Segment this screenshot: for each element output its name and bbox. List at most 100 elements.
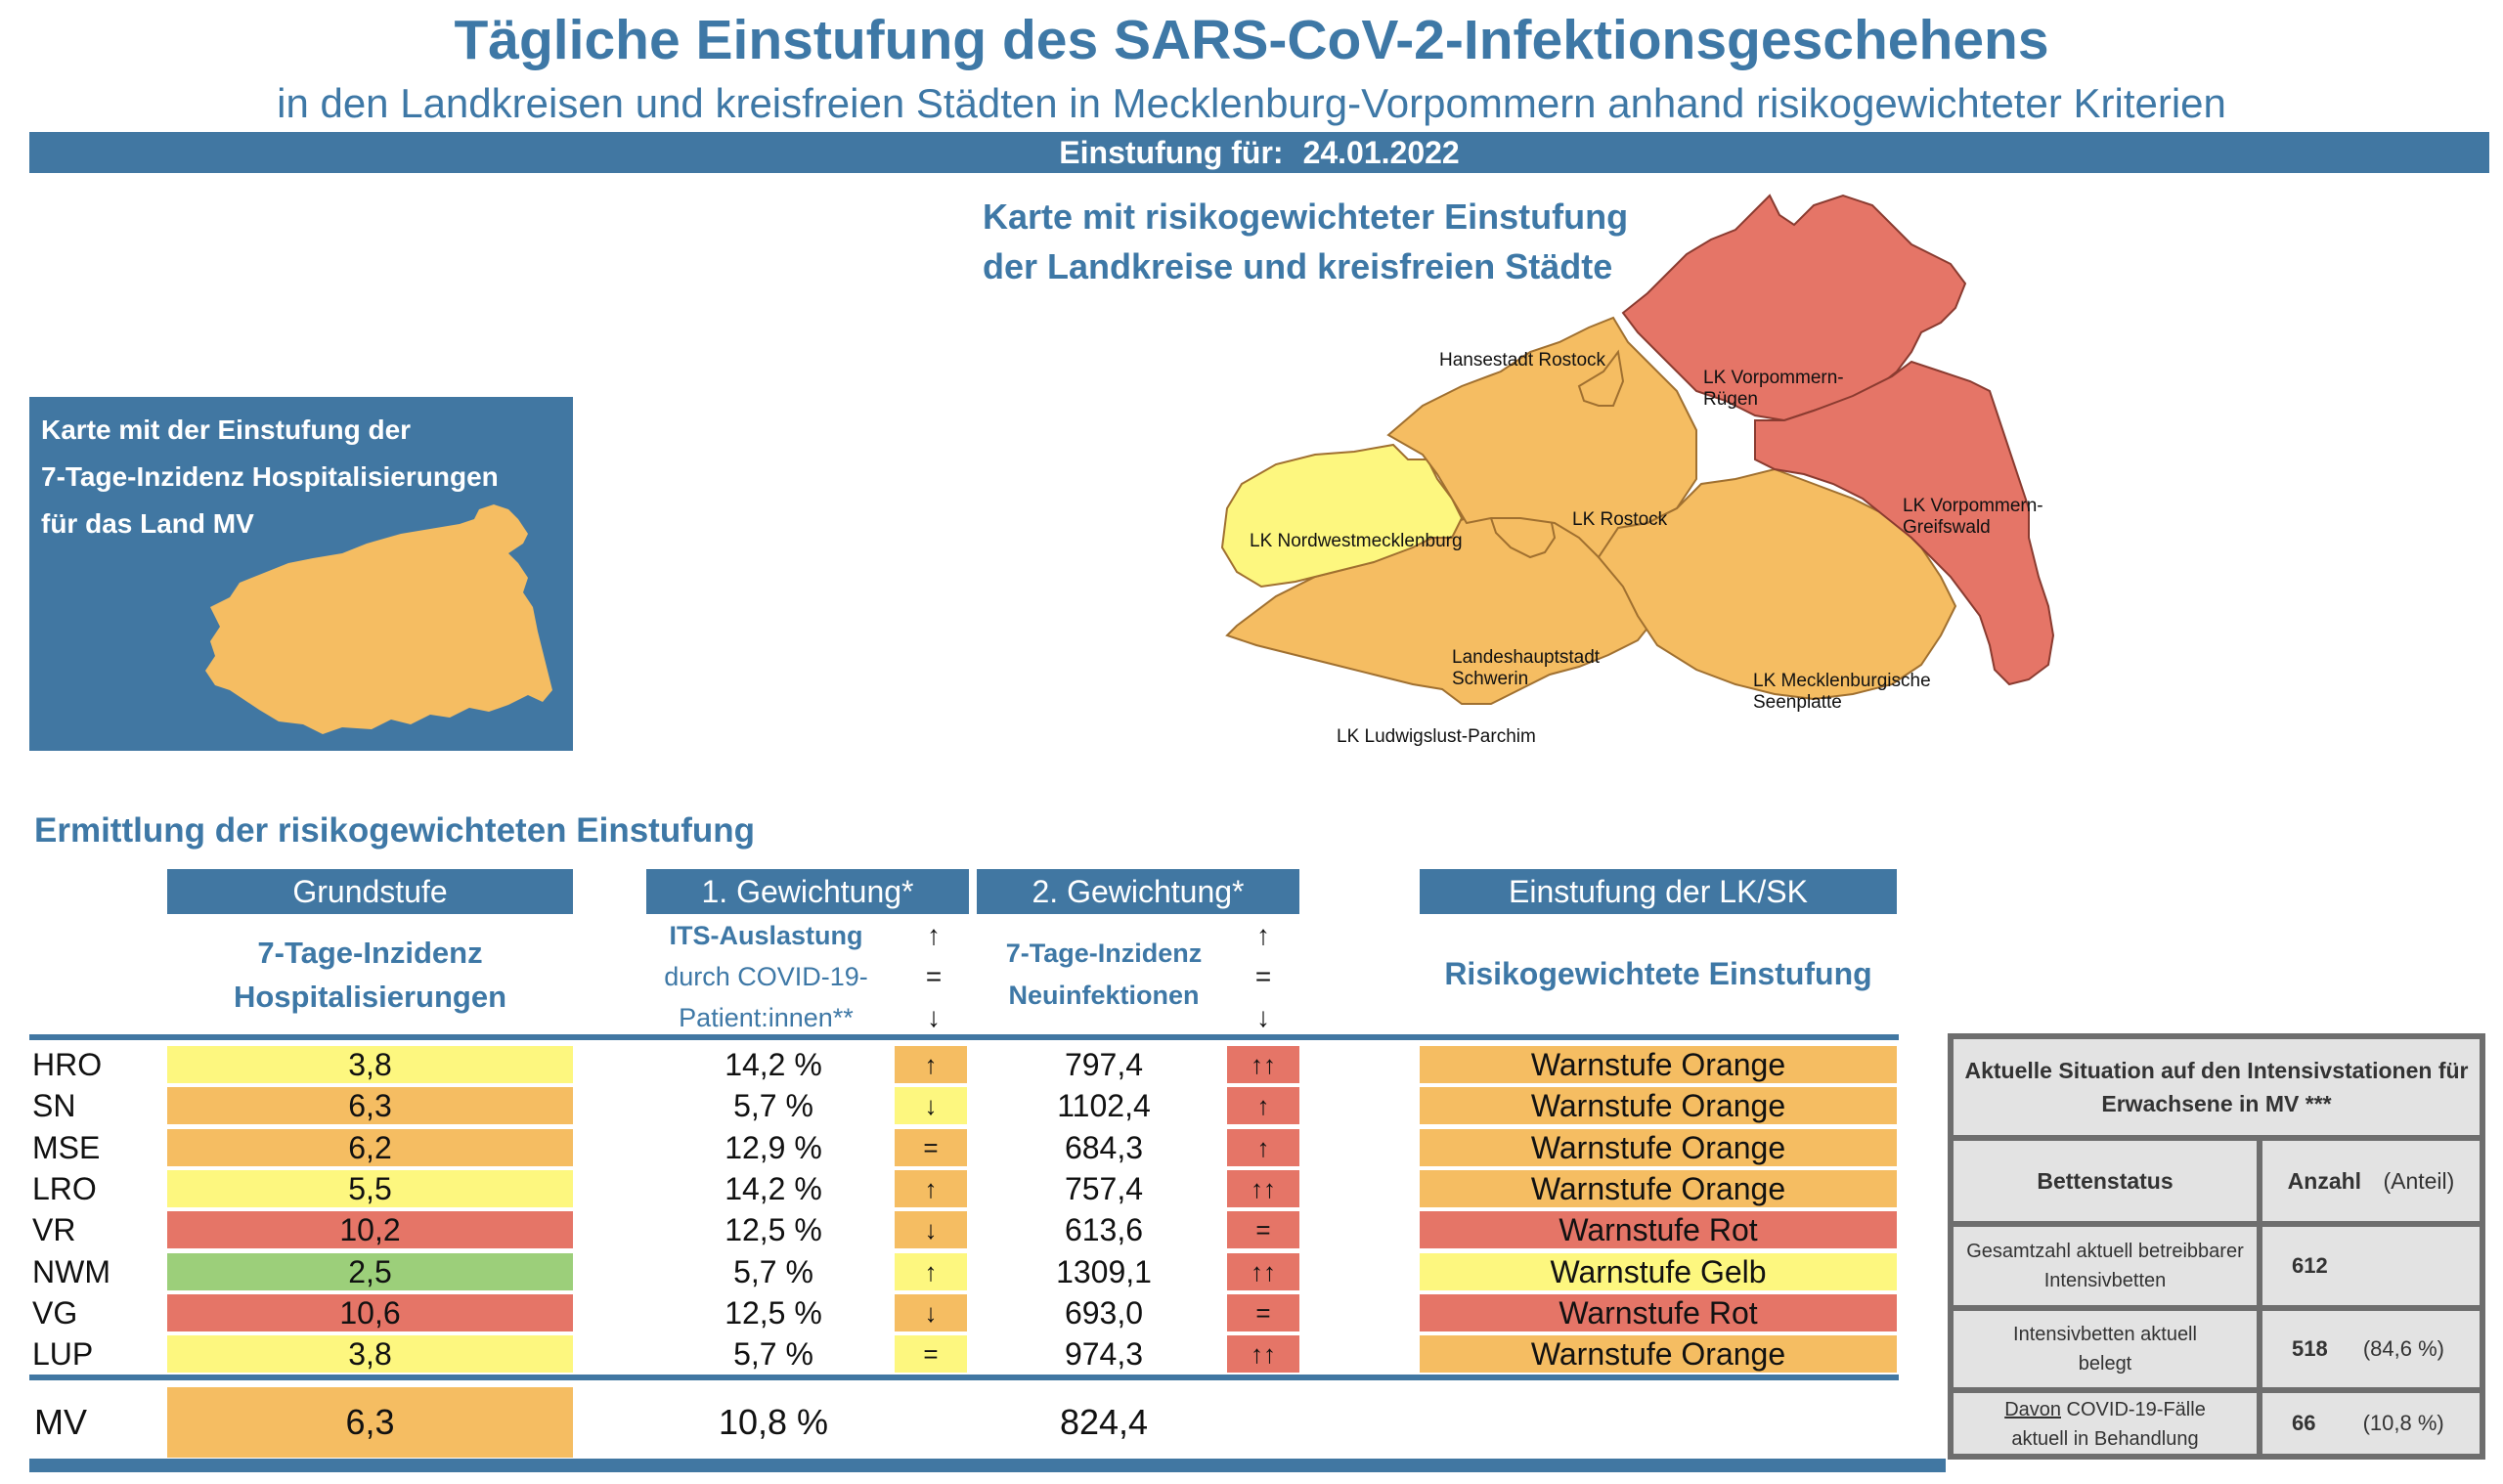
map-label-vg: LK Vorpommern- Greifswald [1903, 496, 2043, 539]
map-label-sn-line2: Schwerin [1452, 669, 1529, 689]
icu-r2-share: (84,6 %) [2362, 1336, 2444, 1361]
row-incidence-value: 757,4 [1064, 1170, 1144, 1206]
table-row: VR 10,2 12,5 % ↓ 613,6 = Warnstufe Rot [29, 1209, 1899, 1250]
hosp-caption-line2: 7-Tage-Inzidenz Hospitalisierungen [41, 461, 499, 492]
region-mse [1597, 467, 1957, 701]
subheader-gew1-line2: durch COVID-19- [664, 962, 868, 991]
icu-col-count-wrap: Anzahl (Anteil) [2262, 1141, 2480, 1221]
row-incidence-trend: ↑↑ [1227, 1252, 1299, 1290]
row-risk-level: Warnstufe Orange [1420, 1046, 1897, 1083]
row-its-value: 12,5 % [725, 1212, 822, 1248]
hosp-caption-line1: Karte mit der Einstufung der [41, 415, 412, 445]
mv-state-map [205, 504, 552, 734]
map-label-nwm: LK Nordwestmecklenburg [1250, 531, 1463, 551]
legend-arrows-1: ↑ = ↓ [914, 915, 953, 1038]
row-incidence-trend: = [1227, 1293, 1299, 1331]
row-risk-level: Warnstufe Gelb [1420, 1252, 1897, 1290]
section-title: Ermittlung der risikogewichteten Einstuf… [34, 811, 755, 850]
hosp-caption-line3: für das Land MV [41, 508, 254, 539]
subheader-einstufung: Risikogewichtete Einstufung [1444, 956, 1872, 991]
icu-r2-label: Intensivbetten aktuell belegt [1954, 1311, 2257, 1387]
table-row: MSE 6,2 12,9 % = 684,3 ↑ Warnstufe Orange [29, 1127, 1899, 1168]
row-incidence-value: 1102,4 [1057, 1088, 1151, 1124]
row-its-value: 5,7 % [733, 1088, 813, 1124]
row-its-value: 12,5 % [725, 1294, 822, 1331]
map-label-sn: Landeshauptstadt Schwerin [1452, 647, 1600, 690]
icu-r1-label: Gesamtzahl aktuell betreibbarer Intensiv… [1954, 1227, 2257, 1305]
hospitalization-map-caption: Karte mit der Einstufung der 7-Tage-Inzi… [41, 407, 499, 547]
region-vr [1621, 194, 1967, 422]
map-title-line1: Karte mit risikogewichteter Einstufung [983, 196, 1629, 237]
legend-arrows-2: ↑ = ↓ [1244, 915, 1283, 1038]
row-hospitalization-value: 2,5 [167, 1252, 573, 1290]
map-label-lup: LK Ludwigslust-Parchim [1337, 726, 1536, 747]
row-code: VR [32, 1212, 76, 1248]
risk-map [1220, 194, 2055, 705]
icu-r1-count: 612 [2292, 1253, 2328, 1278]
row-incidence-value: 613,6 [1064, 1212, 1144, 1248]
icu-r3-label-rest: COVID-19-Fälle aktuell in Behandlung [2011, 1399, 2206, 1450]
table-row: HRO 3,8 14,2 % ↑ 797,4 ↑↑ Warnstufe Orange [29, 1044, 1899, 1085]
table-separator-top [29, 1034, 1899, 1040]
row-its-value: 14,2 % [725, 1047, 822, 1082]
subheader-grundstufe-line1: 7-Tage-Inzidenz [257, 936, 483, 970]
date-label: Einstufung für: [1059, 135, 1284, 170]
region-vg [1754, 360, 2055, 686]
row-risk-level: Warnstufe Orange [1420, 1335, 1897, 1374]
map-label-mse: LK Mecklenburgische Seenplatte [1753, 671, 1931, 714]
row-code: LRO [32, 1170, 97, 1206]
map-title: Karte mit risikogewichteter Einstufung d… [983, 192, 1628, 291]
legend-eq-2: = [1254, 961, 1272, 991]
row-incidence-value: 693,0 [1064, 1294, 1144, 1331]
subheader-gewichtung2: 7-Tage-Inzidenz Neuinfektionen [977, 933, 1231, 1017]
table-separator-bottom [29, 1375, 1899, 1380]
row-risk-level: Warnstufe Rot [1420, 1211, 1897, 1249]
row-code: LUP [32, 1336, 94, 1373]
row-risk-level: Warnstufe Rot [1420, 1293, 1897, 1331]
row-hospitalization-value: 5,5 [167, 1169, 573, 1207]
icu-col-share: (Anteil) [2383, 1168, 2455, 1194]
icu-r3-share: (10,8 %) [2362, 1411, 2444, 1435]
legend-down-2: ↓ [1256, 1002, 1270, 1032]
total-incidence-value: 824,4 [1059, 1402, 1149, 1442]
subheader-gew1-line1: ITS-Auslastung [669, 921, 863, 950]
row-its-trend: = [895, 1128, 967, 1166]
icu-r3-label-underlined: Davon [2004, 1399, 2061, 1420]
row-hospitalization-value: 6,3 [167, 1087, 573, 1125]
map-label-vr-line1: LK Vorpommern- [1703, 368, 1844, 388]
table-row: VG 10,6 12,5 % ↓ 693,0 = Warnstufe Rot [29, 1292, 1899, 1333]
mv-state-shape [205, 504, 552, 734]
row-incidence-value: 974,3 [1064, 1336, 1144, 1373]
legend-up-1: ↑ [927, 920, 941, 950]
row-incidence-trend: ↑ [1227, 1128, 1299, 1166]
date-bar: Einstufung für: 24.01.2022 [29, 132, 2489, 173]
row-code: HRO [32, 1047, 103, 1082]
region-hro [1577, 349, 1625, 407]
map-label-vg-line2: Greifswald [1903, 517, 1991, 538]
row-its-trend: ↓ [895, 1211, 967, 1249]
date-value: 24.01.2022 [1302, 135, 1460, 170]
row-incidence-value: 684,3 [1064, 1129, 1144, 1165]
row-hospitalization-value: 3,8 [167, 1335, 573, 1374]
map-label-sn-line1: Landeshauptstadt [1452, 647, 1601, 668]
row-incidence-value: 1309,1 [1056, 1253, 1152, 1289]
row-risk-level: Warnstufe Orange [1420, 1128, 1897, 1166]
map-label-vr-line2: Rügen [1703, 389, 1758, 410]
subheader-grundstufe-line2: Hospitalisierungen [233, 980, 507, 1014]
row-its-value: 14,2 % [725, 1170, 822, 1206]
row-hospitalization-value: 3,8 [167, 1046, 573, 1083]
table-row: SN 6,3 5,7 % ↓ 1102,4 ↑ Warnstufe Orange [29, 1085, 1899, 1126]
legend-down-1: ↓ [927, 1002, 941, 1032]
icu-r1-values: 612 [2262, 1227, 2480, 1305]
row-code: SN [32, 1088, 76, 1124]
row-risk-level: Warnstufe Orange [1420, 1087, 1897, 1125]
row-code: NWM [32, 1253, 110, 1289]
page-title: Tägliche Einstufung des SARS-CoV-2-Infek… [454, 9, 2049, 71]
row-code: VG [32, 1294, 78, 1331]
header-gewichtung1: 1. Gewichtung* [646, 869, 969, 914]
total-hospitalization-value: 6,3 [167, 1387, 573, 1458]
header-gewichtung2: 2. Gewichtung* [977, 869, 1299, 914]
row-its-trend: ↓ [895, 1087, 967, 1125]
icu-r3-values: 66 (10,8 %) [2262, 1393, 2480, 1454]
subheader-gewichtung1: ITS-Auslastung durch COVID-19- Patient:i… [646, 915, 886, 1038]
